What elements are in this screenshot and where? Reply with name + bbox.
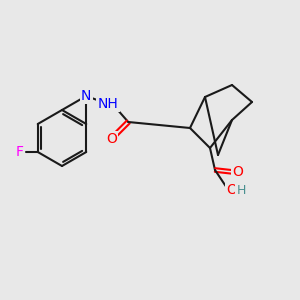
Text: O: O: [106, 132, 117, 146]
Text: O: O: [226, 183, 237, 197]
Text: N: N: [81, 89, 92, 103]
Text: NH: NH: [98, 97, 118, 111]
Text: F: F: [16, 145, 24, 159]
Text: O: O: [232, 165, 243, 179]
Text: S: S: [82, 89, 91, 103]
Text: H: H: [236, 184, 246, 196]
